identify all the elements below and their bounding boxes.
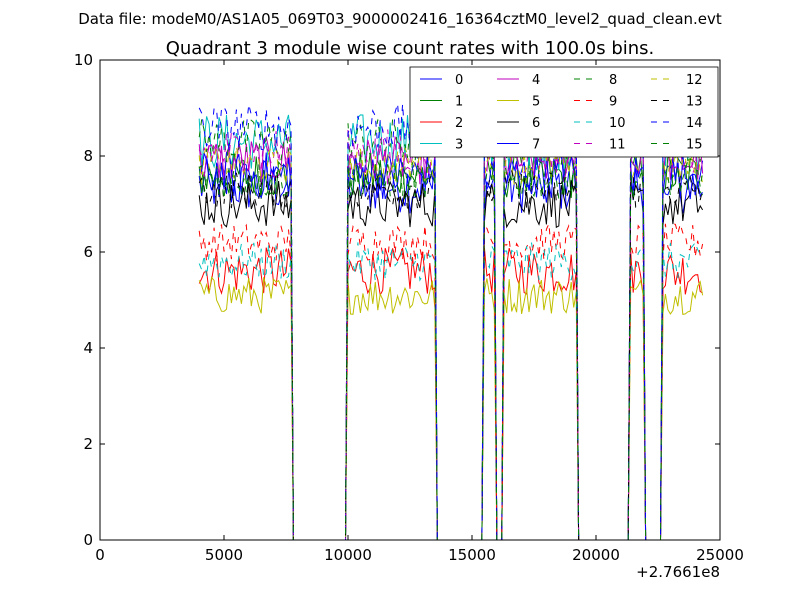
plot-lines	[198, 101, 704, 541]
legend-box	[409, 66, 719, 158]
series-line-15	[198, 159, 704, 541]
series-line-12	[198, 145, 704, 541]
x-tick-label: 25000	[696, 546, 744, 564]
x-tick-label: 0	[95, 546, 105, 564]
legend-label-7: 7	[532, 138, 540, 153]
series-line-13	[198, 169, 704, 541]
y-tick-label: 8	[83, 147, 93, 165]
x-tick-label: 15000	[448, 546, 496, 564]
legend-label-2: 2	[455, 116, 463, 131]
x-tick-label: 5000	[205, 546, 243, 564]
legend-label-5: 5	[532, 95, 540, 110]
legend-label-8: 8	[609, 73, 617, 88]
y-tick-label: 2	[83, 435, 93, 453]
y-tick-label: 10	[74, 51, 93, 69]
legend-label-13: 13	[686, 95, 703, 110]
series-line-2	[198, 247, 703, 541]
series-line-6	[198, 180, 704, 541]
series-line-9	[198, 221, 704, 541]
series-line-5	[198, 276, 704, 541]
legend-label-9: 9	[609, 95, 617, 110]
y-tick-label: 0	[83, 531, 93, 549]
legend-label-3: 3	[455, 138, 463, 153]
series-line-14	[198, 101, 704, 541]
y-tick-label: 4	[83, 339, 93, 357]
plot-frame	[99, 59, 721, 541]
legend-label-1: 1	[455, 95, 463, 110]
legend-label-10: 10	[609, 116, 626, 131]
data-file-label: Data file: modeM0/AS1A05_069T03_90000024…	[78, 10, 722, 29]
legend-label-14: 14	[686, 116, 703, 131]
series-line-4	[198, 135, 704, 541]
y-tick-label: 6	[83, 243, 93, 261]
legend-label-6: 6	[532, 116, 540, 131]
series-line-0	[198, 156, 704, 541]
series-line-10	[198, 241, 703, 541]
legend-label-12: 12	[686, 73, 703, 88]
x-tick-label: 10000	[324, 546, 372, 564]
legend-label-11: 11	[609, 138, 626, 153]
legend-label-0: 0	[455, 73, 463, 88]
x-offset-label: +2.7661e8	[636, 563, 720, 581]
chart-title: Quadrant 3 module wise count rates with …	[166, 38, 655, 59]
x-tick-label: 20000	[572, 546, 620, 564]
legend-label-15: 15	[686, 138, 703, 153]
legend-label-4: 4	[532, 73, 540, 88]
